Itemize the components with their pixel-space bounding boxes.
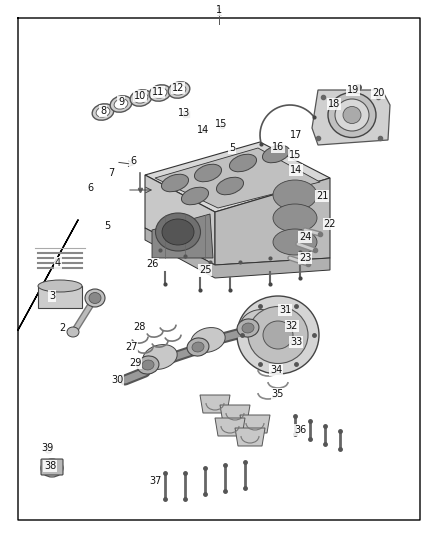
Polygon shape bbox=[152, 214, 213, 258]
Text: 39: 39 bbox=[41, 443, 53, 453]
Ellipse shape bbox=[192, 342, 204, 352]
Text: 26: 26 bbox=[146, 259, 158, 269]
Ellipse shape bbox=[172, 85, 186, 95]
Ellipse shape bbox=[114, 99, 128, 109]
Ellipse shape bbox=[242, 323, 254, 333]
Ellipse shape bbox=[168, 82, 190, 98]
Text: 12: 12 bbox=[172, 83, 184, 93]
Ellipse shape bbox=[149, 85, 171, 101]
Ellipse shape bbox=[143, 344, 177, 369]
Text: 36: 36 bbox=[294, 425, 306, 435]
Ellipse shape bbox=[273, 229, 317, 255]
Ellipse shape bbox=[89, 293, 101, 303]
Text: 14: 14 bbox=[290, 165, 302, 175]
Ellipse shape bbox=[142, 360, 154, 370]
Polygon shape bbox=[215, 178, 330, 265]
Ellipse shape bbox=[130, 90, 152, 106]
Text: 3: 3 bbox=[49, 291, 55, 301]
Text: 9: 9 bbox=[118, 97, 124, 107]
Ellipse shape bbox=[137, 356, 159, 374]
FancyBboxPatch shape bbox=[41, 459, 63, 475]
Ellipse shape bbox=[248, 306, 308, 364]
Ellipse shape bbox=[153, 88, 167, 98]
Ellipse shape bbox=[194, 164, 222, 182]
Polygon shape bbox=[145, 228, 330, 278]
Text: 13: 13 bbox=[178, 108, 190, 118]
Ellipse shape bbox=[273, 180, 317, 210]
Ellipse shape bbox=[67, 327, 79, 337]
Text: 33: 33 bbox=[290, 337, 302, 347]
Ellipse shape bbox=[191, 328, 225, 352]
Polygon shape bbox=[155, 148, 320, 208]
Text: 34: 34 bbox=[270, 365, 282, 375]
Text: 29: 29 bbox=[129, 358, 141, 368]
Ellipse shape bbox=[38, 280, 82, 292]
Ellipse shape bbox=[85, 289, 105, 307]
Text: 6: 6 bbox=[87, 183, 93, 193]
Ellipse shape bbox=[181, 187, 208, 205]
Text: 25: 25 bbox=[199, 265, 211, 275]
Text: 23: 23 bbox=[299, 253, 311, 263]
Polygon shape bbox=[220, 405, 250, 423]
Text: 5: 5 bbox=[104, 221, 110, 231]
Text: 35: 35 bbox=[272, 389, 284, 399]
Text: 32: 32 bbox=[286, 321, 298, 331]
Text: 7: 7 bbox=[108, 168, 114, 178]
Ellipse shape bbox=[335, 99, 369, 131]
Ellipse shape bbox=[96, 107, 110, 117]
Ellipse shape bbox=[273, 204, 317, 232]
Polygon shape bbox=[38, 286, 82, 308]
Ellipse shape bbox=[343, 107, 361, 124]
Text: 1: 1 bbox=[215, 8, 223, 18]
Text: 4: 4 bbox=[55, 258, 61, 268]
Text: 37: 37 bbox=[150, 476, 162, 486]
Text: 30: 30 bbox=[111, 375, 123, 385]
Ellipse shape bbox=[230, 154, 257, 172]
Text: 28: 28 bbox=[133, 322, 145, 332]
Text: 6: 6 bbox=[130, 156, 136, 166]
Ellipse shape bbox=[262, 146, 290, 163]
Text: 11: 11 bbox=[152, 87, 164, 97]
Ellipse shape bbox=[162, 174, 188, 192]
Ellipse shape bbox=[241, 310, 275, 334]
Text: 5: 5 bbox=[229, 143, 235, 153]
Text: 24: 24 bbox=[299, 232, 311, 242]
Text: 10: 10 bbox=[134, 91, 146, 101]
Ellipse shape bbox=[237, 319, 259, 337]
Ellipse shape bbox=[92, 104, 114, 120]
Text: 17: 17 bbox=[290, 130, 302, 140]
Text: 21: 21 bbox=[316, 191, 328, 201]
Ellipse shape bbox=[237, 296, 319, 374]
Polygon shape bbox=[145, 142, 330, 212]
Text: 18: 18 bbox=[328, 99, 340, 109]
Ellipse shape bbox=[134, 93, 148, 103]
Text: 15: 15 bbox=[215, 119, 227, 129]
Polygon shape bbox=[200, 395, 230, 413]
Ellipse shape bbox=[41, 459, 63, 477]
Text: 16: 16 bbox=[272, 142, 284, 152]
Text: 2: 2 bbox=[59, 323, 65, 333]
Polygon shape bbox=[312, 90, 390, 145]
Ellipse shape bbox=[216, 177, 244, 195]
Text: 14: 14 bbox=[197, 125, 209, 135]
Polygon shape bbox=[145, 175, 215, 265]
Polygon shape bbox=[215, 418, 245, 436]
Text: 20: 20 bbox=[372, 88, 384, 98]
Ellipse shape bbox=[263, 321, 293, 349]
Polygon shape bbox=[235, 428, 265, 446]
Text: 1: 1 bbox=[216, 5, 222, 15]
Ellipse shape bbox=[328, 93, 376, 138]
Text: 15: 15 bbox=[289, 150, 301, 160]
Ellipse shape bbox=[162, 219, 194, 245]
Text: 38: 38 bbox=[44, 461, 56, 471]
Text: 19: 19 bbox=[347, 85, 359, 95]
Ellipse shape bbox=[110, 96, 132, 112]
Polygon shape bbox=[240, 415, 270, 433]
Text: 31: 31 bbox=[279, 305, 291, 315]
Ellipse shape bbox=[187, 338, 209, 356]
Text: 27: 27 bbox=[125, 342, 137, 352]
Text: 22: 22 bbox=[324, 219, 336, 229]
Text: 8: 8 bbox=[100, 106, 106, 116]
Ellipse shape bbox=[155, 213, 201, 251]
